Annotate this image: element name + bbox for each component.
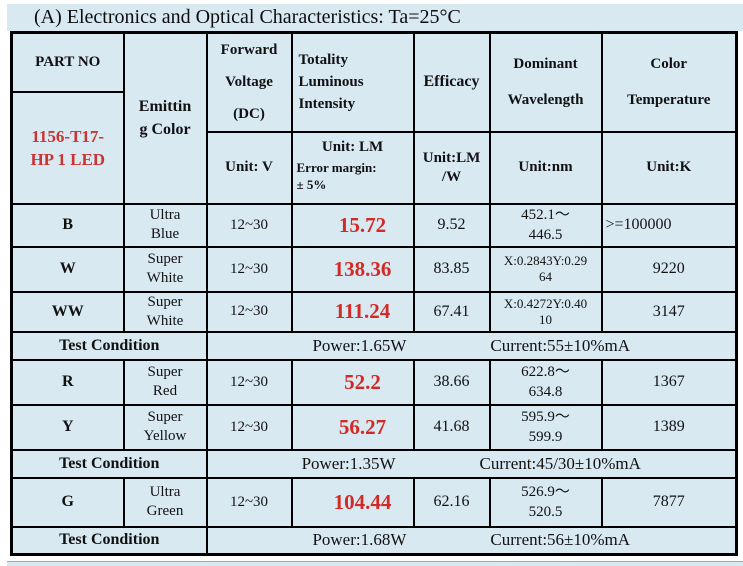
efficacy-value: 67.41 xyxy=(412,290,491,333)
efficacy-value: 62.16 xyxy=(412,476,491,528)
unit-lumen-label: Unit: LM xyxy=(321,138,384,155)
emitting-color-value: Super White xyxy=(122,245,208,293)
forward-voltage-value: 12~30 xyxy=(205,202,293,248)
luminous-intensity-value: 52.2 xyxy=(290,358,415,406)
header-row-part-number: 1156-T17- HP 1 LED xyxy=(10,90,737,205)
header-row-top: PART NO Emittin g Color Forward Voltage … xyxy=(10,31,738,205)
part-code: W xyxy=(10,245,125,293)
dominant-wavelength-value: 526.9～ 520.5 xyxy=(488,476,603,528)
current-value: Current:55±10%mA xyxy=(490,335,631,355)
unit-nm-cell: Unit:nm xyxy=(488,130,603,205)
table-row-g: G Ultra Green 12~30 104.44 62.16 526.9～ … xyxy=(10,476,738,528)
forward-voltage-value: 12~30 xyxy=(205,403,293,451)
table-row-y: Y Super Yellow 12~30 56.27 41.68 595.9～ … xyxy=(10,403,738,451)
efficacy-header: Efficacy xyxy=(412,31,491,133)
dominant-wavelength-value: 452.1～ 446.5 xyxy=(488,202,603,248)
efficacy-value: 38.66 xyxy=(412,358,491,406)
part-code: R xyxy=(10,358,125,406)
luminous-intensity-value: 111.24 xyxy=(290,290,415,333)
test-condition-row: Test Condition Power:1.35W Current:45/30… xyxy=(10,448,738,479)
next-section-edge xyxy=(7,561,743,566)
title-bar: (A) Electronics and Optical Characterist… xyxy=(7,4,743,31)
luminous-intensity-value: 138.36 xyxy=(290,245,415,293)
test-condition-label: Test Condition xyxy=(10,525,208,556)
part-code: Y xyxy=(10,403,125,451)
table-row-w: W Super White 12~30 138.36 83.85 X:0.284… xyxy=(10,245,738,293)
emitting-color-value: Super Red xyxy=(122,358,208,406)
emitting-color-value: Ultra Green xyxy=(122,476,208,528)
chromaticity-value: X:0.4272Y:0.40 10 xyxy=(488,290,603,333)
forward-voltage-value: 12~30 xyxy=(205,245,293,293)
test-condition-row: Test Condition Power:1.68W Current:56±10… xyxy=(10,525,738,556)
table-row-b: B Ultra Blue 12~30 15.72 9.52 452.1～ 446… xyxy=(10,202,738,248)
characteristics-table: PART NO Emittin g Color Forward Voltage … xyxy=(10,31,738,556)
page-title: (A) Electronics and Optical Characterist… xyxy=(34,6,461,28)
test-condition-values: Power:1.35W Current:45/30±10%mA xyxy=(205,448,738,479)
color-temperature-value: 7877 xyxy=(600,476,738,528)
emitting-color-value: Super White xyxy=(122,290,208,333)
luminous-intensity-value: 15.72 xyxy=(290,202,415,248)
chromaticity-value: X:0.2843Y:0.29 64 xyxy=(488,245,603,293)
emitting-color-header: Emittin g Color xyxy=(122,31,208,205)
dominant-wavelength-header: Dominant Wavelength xyxy=(488,31,603,133)
efficacy-value: 83.85 xyxy=(412,245,491,293)
efficacy-value: 9.52 xyxy=(412,202,491,248)
part-no-header: PART NO xyxy=(10,31,125,93)
power-value: Power:1.68W xyxy=(312,530,407,550)
color-temperature-value: 1389 xyxy=(600,403,738,451)
dominant-wavelength-value: 595.9～ 599.9 xyxy=(488,403,603,451)
table-row-ww: WW Super White 12~30 111.24 67.41 X:0.42… xyxy=(10,290,738,333)
efficacy-value: 41.68 xyxy=(412,403,491,451)
color-temperature-value: 1367 xyxy=(600,358,738,406)
test-condition-row: Test Condition Power:1.65W Current:55±10… xyxy=(10,330,738,361)
part-code: B xyxy=(10,202,125,248)
unit-lumen-cell: Unit: LM Error margin: ± 5% xyxy=(290,130,415,205)
color-temperature-value: 3147 xyxy=(600,290,738,333)
unit-lumen-per-watt-cell: Unit:LM /W xyxy=(412,130,491,205)
part-code: WW xyxy=(10,290,125,333)
luminous-intensity-value: 104.44 xyxy=(290,476,415,528)
current-value: Current:45/30±10%mA xyxy=(479,453,641,473)
unit-volt-cell: Unit: V xyxy=(205,130,293,205)
table-row-r: R Super Red 12~30 52.2 38.66 622.8～ 634.… xyxy=(10,358,738,406)
current-value: Current:56±10%mA xyxy=(490,530,631,550)
test-condition-values: Power:1.65W Current:55±10%mA xyxy=(205,330,738,361)
luminous-intensity-value: 56.27 xyxy=(290,403,415,451)
power-value: Power:1.35W xyxy=(301,453,396,473)
dominant-wavelength-value: 622.8～ 634.8 xyxy=(488,358,603,406)
emitting-color-value: Ultra Blue xyxy=(122,202,208,248)
forward-voltage-header: Forward Voltage (DC) xyxy=(205,31,293,133)
part-code: G xyxy=(10,476,125,528)
part-number-value: 1156-T17- HP 1 LED xyxy=(10,90,125,205)
emitting-color-value: Super Yellow xyxy=(122,403,208,451)
test-condition-values: Power:1.68W Current:56±10%mA xyxy=(205,525,738,556)
test-condition-label: Test Condition xyxy=(10,330,208,361)
color-temperature-value: 9220 xyxy=(600,245,738,293)
power-value: Power:1.65W xyxy=(312,335,407,355)
units-row: Unit: V Unit: LM Error margin: ± 5% Unit… xyxy=(12,130,738,205)
color-temperature-header: Color Temperature xyxy=(600,31,738,133)
forward-voltage-value: 12~30 xyxy=(205,290,293,333)
totality-luminous-intensity-header: Totality Luminous Intensity xyxy=(290,31,415,133)
forward-voltage-value: 12~30 xyxy=(205,358,293,406)
test-condition-label: Test Condition xyxy=(10,448,208,479)
forward-voltage-value: 12~30 xyxy=(205,476,293,528)
color-temperature-value: >=100000 xyxy=(600,202,738,248)
unit-lumen-error-margin: Error margin: ± 5% xyxy=(296,159,377,192)
unit-kelvin-cell: Unit:K xyxy=(600,130,738,205)
